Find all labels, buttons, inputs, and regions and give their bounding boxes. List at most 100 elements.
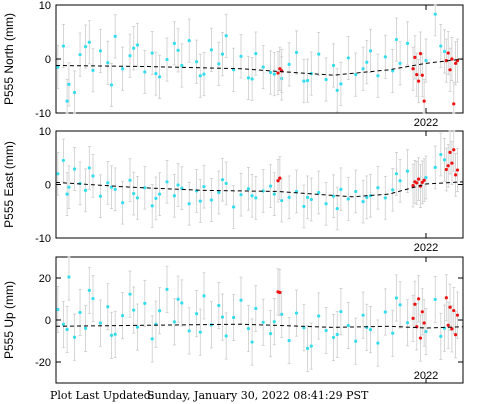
data-point xyxy=(87,40,91,44)
data-point xyxy=(354,189,358,194)
data-point xyxy=(198,199,202,203)
data-point xyxy=(335,206,339,211)
recent-data-point xyxy=(418,52,423,56)
data-point xyxy=(150,51,154,55)
recent-data-point xyxy=(452,308,456,313)
data-point xyxy=(132,308,136,312)
data-point xyxy=(109,333,114,337)
recent-data-point xyxy=(278,67,282,71)
data-point xyxy=(346,323,350,328)
data-point xyxy=(246,327,250,331)
data-point xyxy=(246,76,250,80)
data-point xyxy=(383,55,387,59)
data-point xyxy=(113,34,117,38)
data-point xyxy=(187,39,191,43)
data-point xyxy=(394,172,398,176)
data-point xyxy=(106,305,110,309)
data-point xyxy=(331,63,336,68)
recent-data-point xyxy=(411,183,415,188)
data-point xyxy=(109,83,114,87)
data-point xyxy=(65,192,69,196)
data-point xyxy=(56,307,60,312)
recent-data-point xyxy=(420,310,424,314)
data-point xyxy=(365,195,369,199)
recent-data-point xyxy=(446,51,450,55)
data-point xyxy=(424,175,428,180)
data-point xyxy=(65,327,69,332)
data-point xyxy=(67,82,71,86)
data-point xyxy=(398,303,402,307)
data-point xyxy=(346,197,350,201)
data-point xyxy=(391,69,395,73)
data-point xyxy=(84,44,88,49)
data-point xyxy=(287,195,291,199)
data-point xyxy=(405,41,410,45)
data-point xyxy=(331,194,336,198)
data-point xyxy=(394,296,398,300)
recent-data-point xyxy=(454,333,458,337)
data-point xyxy=(143,186,147,190)
data-point xyxy=(398,61,402,65)
data-point xyxy=(195,60,199,64)
data-point xyxy=(250,340,254,344)
data-point xyxy=(121,313,125,318)
y-tick-label: 0 xyxy=(45,315,51,327)
data-point xyxy=(376,74,380,78)
footer-timestamp: Sunday, January 30, 2022 08:41:29 PST xyxy=(147,389,369,402)
recent-data-point xyxy=(276,71,280,75)
data-point xyxy=(72,90,77,95)
data-point xyxy=(91,174,95,178)
recent-data-point xyxy=(411,316,415,320)
data-point xyxy=(376,186,380,190)
data-point xyxy=(65,99,69,103)
recent-data-point xyxy=(448,305,452,309)
data-point xyxy=(269,184,273,188)
data-point xyxy=(331,335,336,340)
data-point xyxy=(84,188,88,192)
data-point xyxy=(254,52,258,56)
data-point xyxy=(150,337,154,341)
data-point xyxy=(294,311,299,315)
data-point xyxy=(67,185,71,189)
data-point xyxy=(61,44,65,48)
data-point xyxy=(91,296,95,301)
data-point xyxy=(335,332,339,337)
data-point xyxy=(306,79,310,83)
recent-data-point xyxy=(422,99,426,103)
data-point xyxy=(391,331,395,335)
data-point xyxy=(187,329,191,333)
data-point xyxy=(98,194,102,198)
data-point xyxy=(405,321,410,325)
data-point xyxy=(250,194,254,198)
recent-data-point xyxy=(452,148,456,152)
data-point xyxy=(187,202,191,206)
data-point xyxy=(335,88,339,92)
data-point xyxy=(272,192,276,196)
y-tick-label: 0 xyxy=(45,54,51,66)
data-point xyxy=(254,306,258,311)
y-axis-label: P555 North (mm) xyxy=(2,13,16,105)
data-point xyxy=(217,190,221,195)
data-point xyxy=(220,315,225,319)
data-point xyxy=(172,41,176,45)
data-point xyxy=(324,77,328,82)
data-point xyxy=(361,67,365,71)
data-point xyxy=(442,49,447,54)
data-point xyxy=(294,50,299,55)
data-point xyxy=(113,332,117,336)
data-point xyxy=(132,191,136,196)
data-point xyxy=(317,314,321,318)
data-point xyxy=(195,312,199,316)
recent-data-point xyxy=(444,59,448,63)
recent-data-point xyxy=(422,321,426,325)
data-point xyxy=(176,48,180,52)
data-point xyxy=(135,43,139,47)
data-point xyxy=(87,166,91,170)
data-point xyxy=(287,62,291,66)
data-point xyxy=(439,44,443,48)
data-point xyxy=(78,53,82,57)
data-point xyxy=(209,198,213,202)
data-point xyxy=(309,344,313,348)
data-point xyxy=(239,54,243,58)
